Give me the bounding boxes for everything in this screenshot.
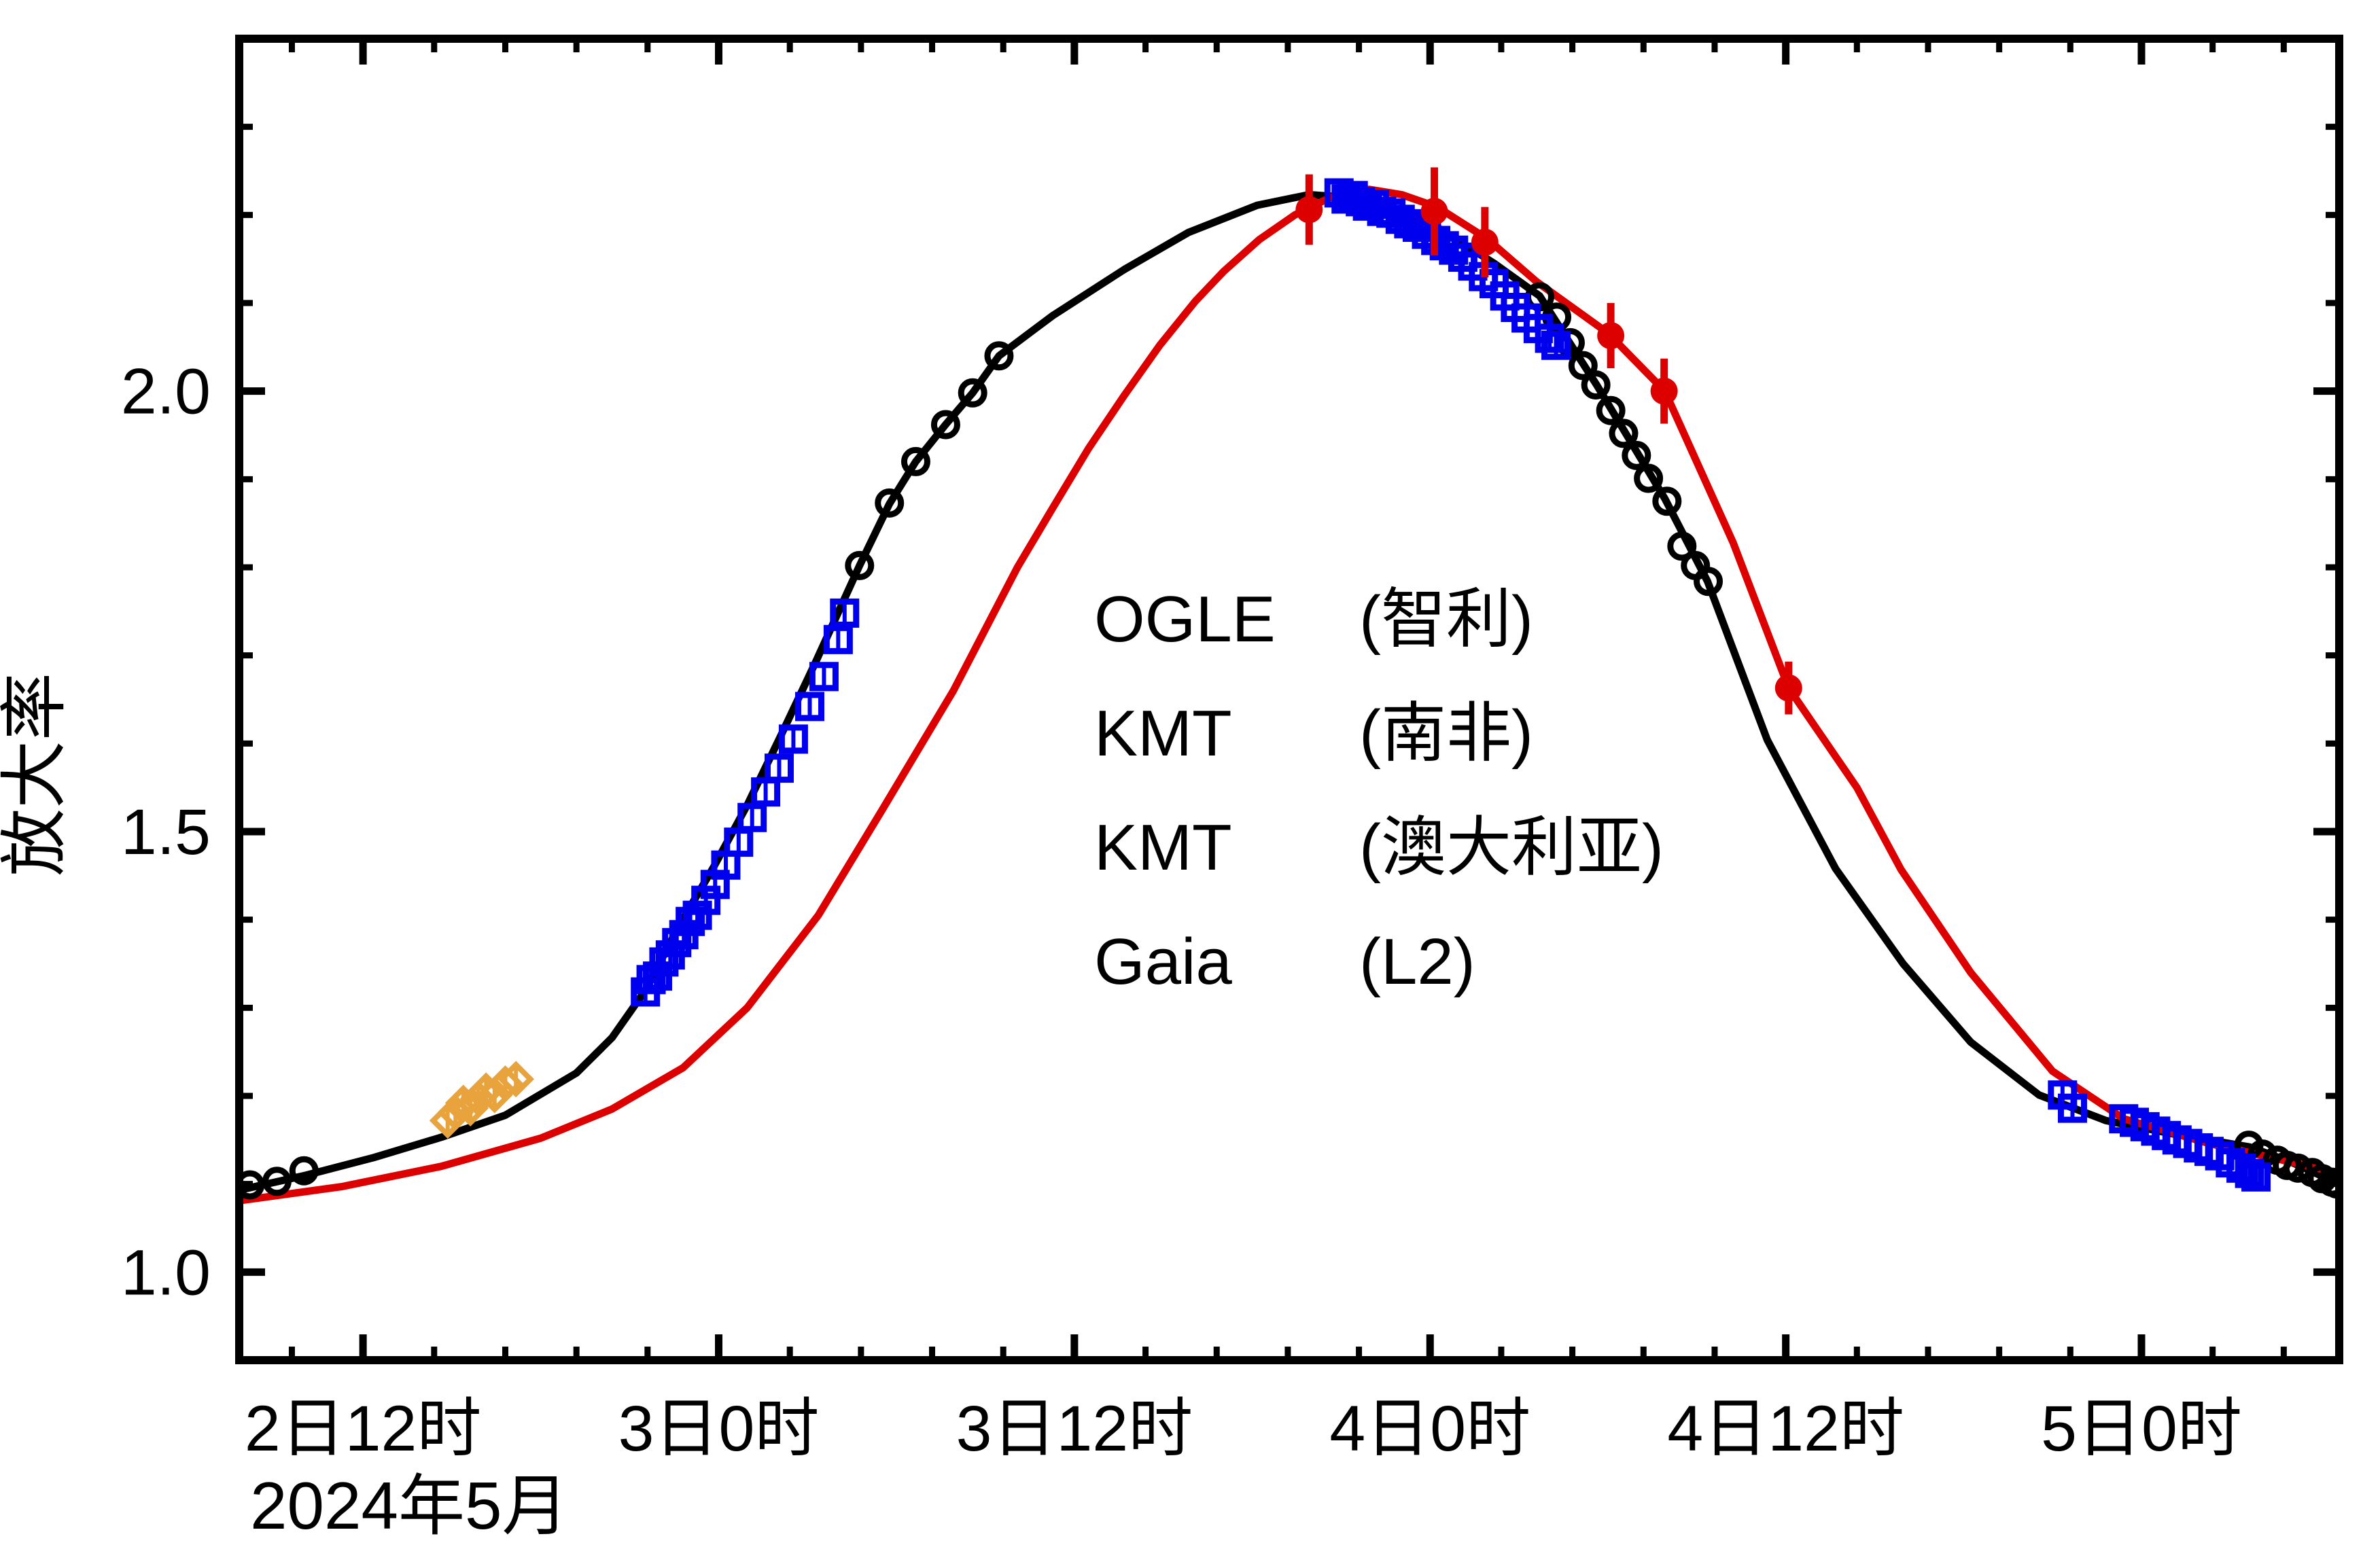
- data-series: [239, 167, 2339, 1200]
- data-point-circle: [239, 1170, 265, 1200]
- data-point-circle: [1694, 567, 1723, 597]
- x-axis-secondary-title: 2024年5月: [250, 1468, 569, 1543]
- data-point-diamond: [476, 1076, 513, 1114]
- series-kmt-2: [429, 1061, 535, 1139]
- data-point-circle: [958, 378, 987, 408]
- x-tick-label: 4日0时: [1329, 1393, 1530, 1465]
- tick-labels: 2日12时 3日0时 3日12时 4日0时 4日12时 5日0时 1.0 1.5 2.0: [121, 356, 2242, 1465]
- data-point-filled-circle: [1650, 377, 1678, 405]
- legend-site: (澳大利亚): [1359, 811, 1664, 884]
- data-point-square: [764, 753, 794, 783]
- x-tick-label: 3日12时: [956, 1393, 1193, 1465]
- data-point-circle: [1622, 440, 1651, 470]
- legend-name: KMT: [1094, 811, 1232, 884]
- data-point-circle: [1652, 486, 1682, 516]
- data-point-square: [823, 624, 853, 654]
- data-point-circle: [1581, 370, 1611, 400]
- series-gaia-3: [1295, 167, 1802, 715]
- axis-ticks: [239, 39, 2339, 1360]
- legend-name: KMT: [1094, 697, 1232, 770]
- data-point-square: [809, 662, 839, 692]
- legend-name: OGLE: [1094, 583, 1276, 656]
- y-tick-label: 1.0: [121, 1237, 211, 1309]
- x-tick-label: 3日0时: [618, 1393, 820, 1465]
- data-point-filled-circle: [1295, 196, 1323, 224]
- x-tick-label: 4日12时: [1667, 1393, 1904, 1465]
- legend-site: (南非): [1359, 697, 1533, 770]
- legend-name: Gaia: [1094, 925, 1232, 998]
- data-point-square: [2241, 1162, 2271, 1192]
- data-point-circle: [845, 550, 875, 580]
- y-axis-title: 放大率: [0, 673, 73, 876]
- data-point-circle: [1568, 351, 1598, 380]
- data-point-circle: [1634, 463, 1664, 493]
- x-tick-label: 2日12时: [245, 1393, 482, 1465]
- y-tick-label: 2.0: [121, 356, 211, 428]
- data-point-square: [676, 906, 705, 936]
- data-point-circle: [900, 446, 930, 476]
- data-point-circle: [289, 1156, 319, 1186]
- plot-frame: [235, 35, 2343, 1364]
- data-point-diamond: [497, 1061, 535, 1098]
- legend-site: (智利): [1359, 583, 1533, 656]
- series-ogle-0: [239, 282, 2339, 1200]
- data-point-filled-circle: [1471, 228, 1499, 256]
- model-curves: [239, 185, 2339, 1205]
- data-point-circle: [984, 341, 1014, 371]
- data-point-square: [1535, 323, 1564, 353]
- data-point-square: [2235, 1158, 2264, 1188]
- data-point-circle: [1609, 419, 1639, 448]
- data-point-circle: [2283, 1153, 2313, 1183]
- data-point-circle: [1667, 531, 1697, 561]
- x-tick-label: 5日0时: [2041, 1393, 2242, 1465]
- data-point-square: [1541, 330, 1571, 360]
- data-point-circle: [1596, 395, 1626, 425]
- chart-legend: OGLE (智利) KMT (南非) KMT (澳大利亚) Gaia (L2): [1094, 583, 1664, 998]
- data-point-circle: [930, 410, 960, 440]
- data-point-filled-circle: [1597, 321, 1625, 349]
- data-point-square: [794, 692, 824, 722]
- data-point-filled-circle: [1420, 198, 1448, 226]
- legend-site: (L2): [1359, 925, 1475, 998]
- y-tick-label: 1.5: [121, 796, 211, 868]
- data-point-filled-circle: [1774, 674, 1802, 702]
- data-point-square: [778, 724, 808, 754]
- data-point-square: [2057, 1093, 2087, 1123]
- data-point-circle: [262, 1167, 292, 1196]
- data-point-square: [830, 598, 860, 628]
- data-point-circle: [875, 488, 905, 518]
- model-curve-gaia-model: [239, 185, 2339, 1205]
